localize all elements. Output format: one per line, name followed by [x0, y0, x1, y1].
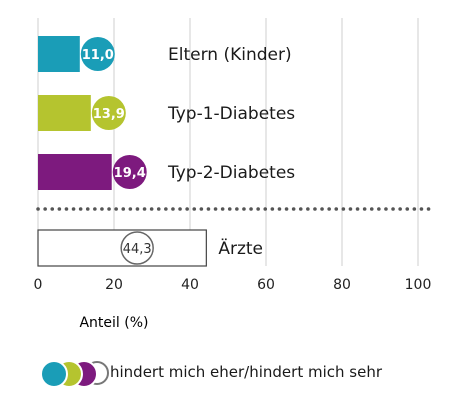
x-tick-label-60: 60 — [257, 277, 275, 293]
x-axis: 0 20 40 60 80 100 — [34, 277, 432, 293]
category-label-1: Typ-1-Diabetes — [167, 104, 295, 124]
x-axis-label: Anteil (%) — [79, 315, 148, 331]
gridlines — [37, 18, 419, 266]
x-tick-label-0: 0 — [34, 277, 43, 293]
legend-label: hindert mich eher/hindert mich sehr — [110, 363, 382, 381]
value-badge-1 — [91, 96, 126, 130]
category-label-2: Typ-2-Diabetes — [167, 163, 295, 183]
x-tick-label-100: 100 — [405, 277, 432, 293]
legend: hindert mich eher/hindert mich sehr — [40, 358, 460, 388]
value-badge-0 — [80, 37, 115, 71]
legend-swatch-teal — [40, 360, 68, 388]
value-label-2: 19,4 — [114, 166, 146, 181]
bar-0 — [38, 36, 80, 72]
bar-1 — [38, 95, 91, 131]
value-label-1: 13,9 — [93, 107, 125, 122]
value-badge-3 — [120, 231, 154, 265]
x-tick-label-40: 40 — [181, 277, 199, 293]
value-label-3: 44,3 — [123, 242, 152, 257]
bars: 11,0 Eltern (Kinder) 13,9 Typ-1-Diabetes 19,… — [37, 36, 295, 267]
value-badge-2 — [112, 155, 147, 189]
x-tick-label-80: 80 — [333, 277, 351, 293]
value-label-0: 11,0 — [82, 48, 114, 63]
category-label-0: Eltern (Kinder) — [168, 45, 292, 65]
bar-2 — [38, 154, 112, 190]
x-tick-label-20: 20 — [105, 277, 123, 293]
category-label-3: Ärzte — [218, 238, 263, 259]
